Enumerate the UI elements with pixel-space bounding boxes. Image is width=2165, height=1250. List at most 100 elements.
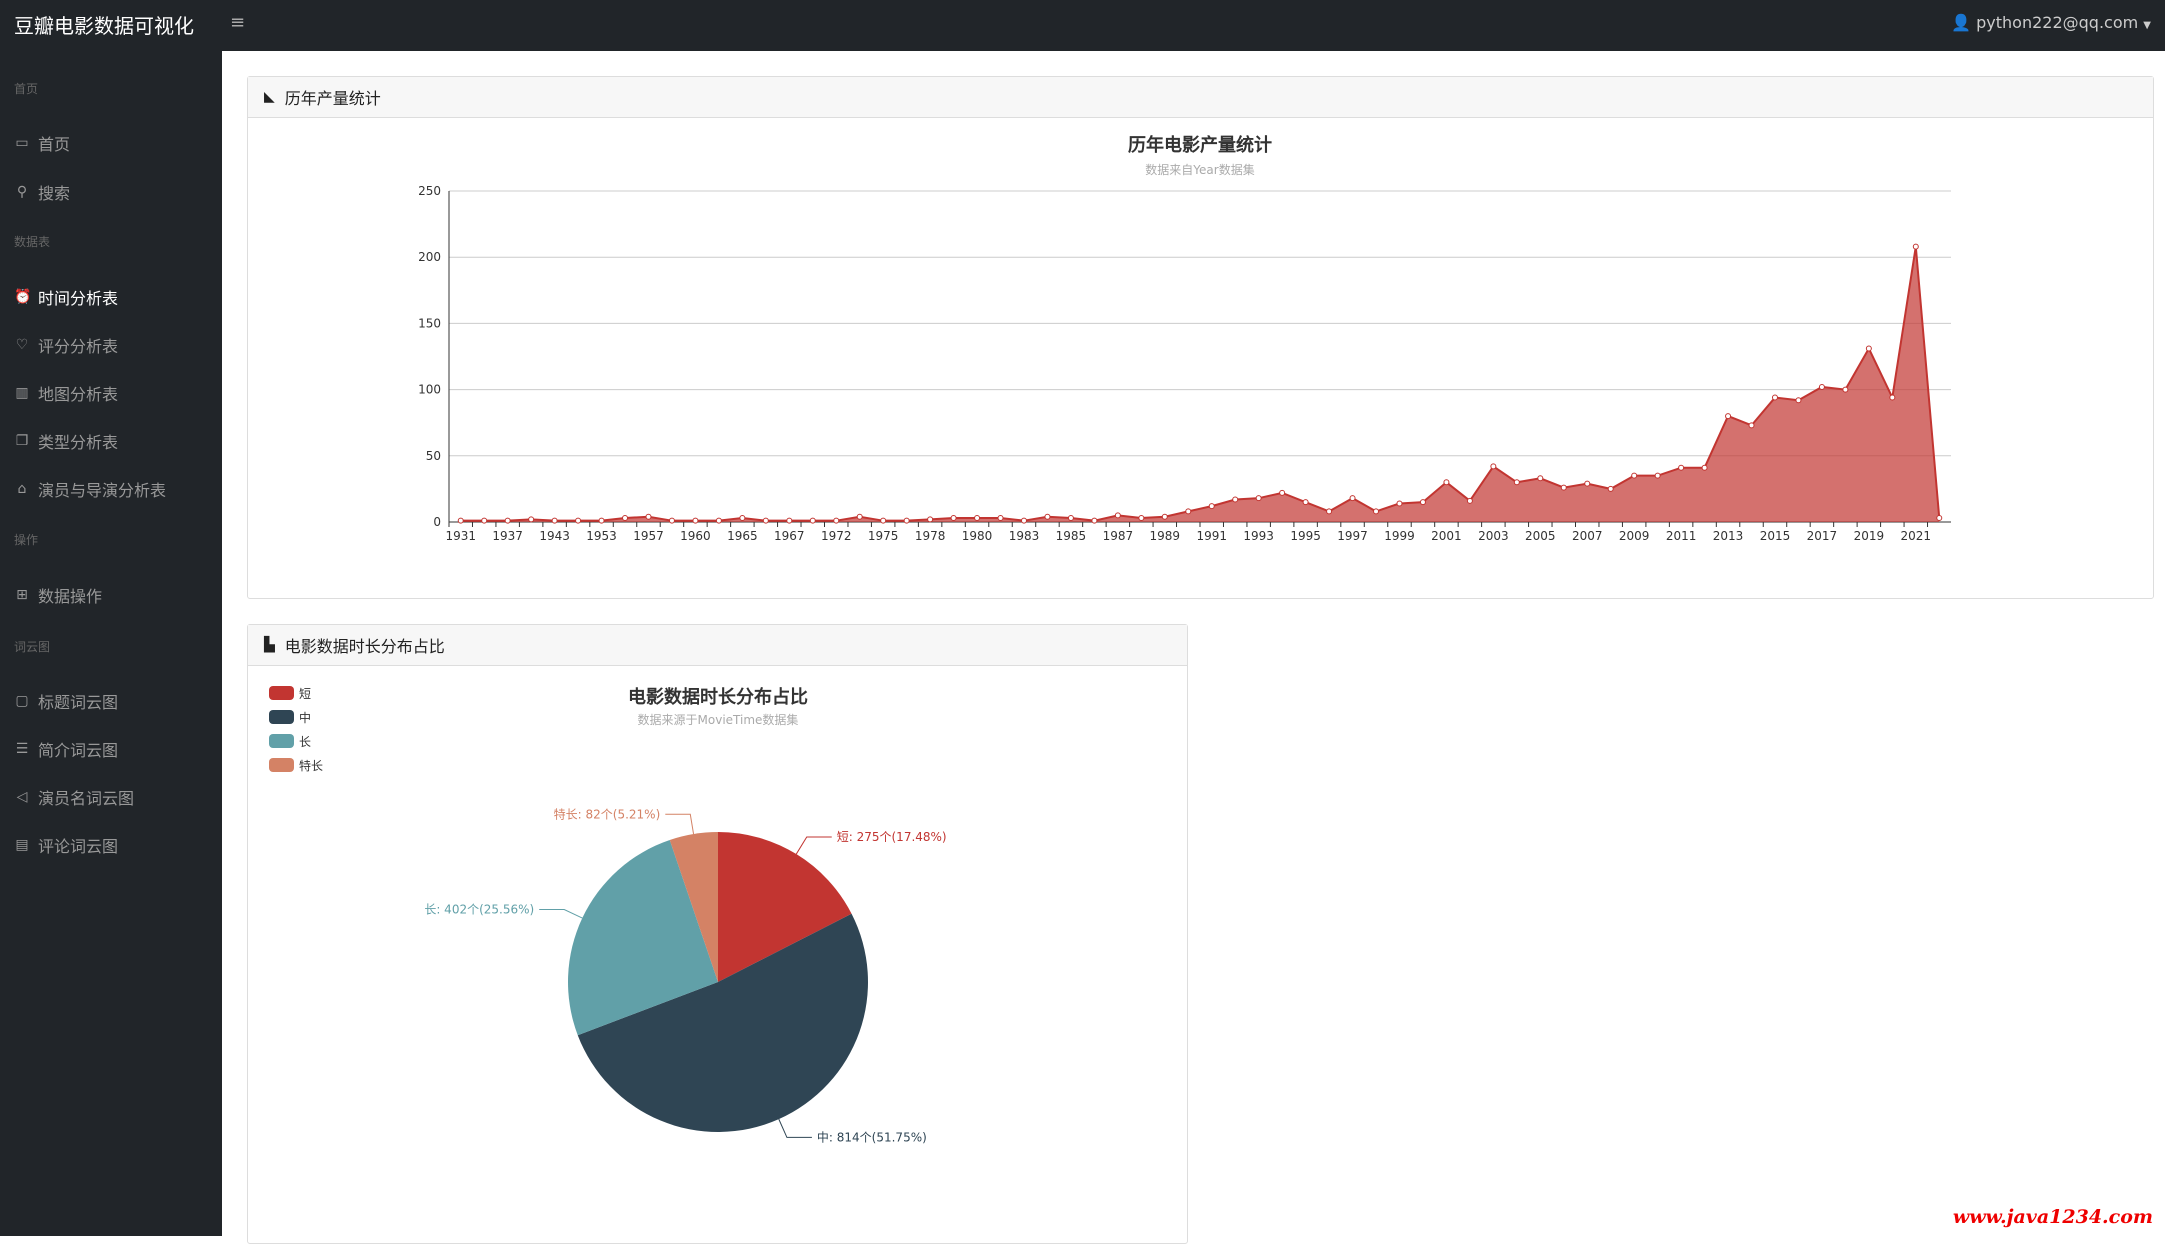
area-fill (460, 246, 1940, 522)
x-tick-label: 1931 (445, 529, 476, 543)
sidebar-item[interactable]: ▢ 标题词云图 (14, 689, 214, 713)
data-point (1114, 512, 1121, 519)
data-point (1912, 243, 1919, 250)
sidebar-item[interactable]: ▥ 地图分析表 (14, 381, 214, 405)
x-tick-label: 1943 (539, 529, 570, 543)
data-point (1396, 500, 1403, 507)
x-tick-label: 1989 (1150, 529, 1181, 543)
data-point (1889, 394, 1896, 401)
x-tick-label: 1999 (1384, 529, 1415, 543)
chart-subtitle: 数据来自Year数据集 (1145, 162, 1254, 177)
sidebar-toggle-icon[interactable]: ≡ (230, 12, 246, 33)
x-tick-label: 2009 (1619, 529, 1650, 543)
brand-title[interactable]: 豆瓣电影数据可视化 (14, 14, 194, 38)
data-point (739, 515, 746, 522)
data-point (1607, 485, 1614, 492)
data-point (1044, 513, 1051, 520)
sidebar-item-label: 搜索 (38, 184, 71, 203)
sidebar-item-label: 标题词云图 (38, 693, 119, 712)
slice-label: 短: 275个(17.48%) (837, 830, 947, 844)
slice-label: 中: 814个(51.75%) (817, 1129, 927, 1144)
sidebar-item-label: 数据操作 (38, 587, 103, 606)
legend-swatch (269, 686, 294, 700)
x-tick-label: 1953 (586, 529, 617, 543)
data-point (551, 517, 558, 524)
data-point (1584, 480, 1591, 487)
sidebar-item[interactable]: ⏰ 时间分析表 (14, 285, 214, 309)
data-point (1279, 489, 1286, 496)
data-point (1748, 422, 1755, 429)
yearly-production-card: ◣ 历年产量统计 历年电影产量统计 数据来自Year数据集 0 50 100 150 200 2… (247, 76, 2154, 599)
data-point (1654, 472, 1661, 479)
x-tick-label: 1967 (774, 529, 805, 543)
sidebar-item[interactable]: ▤ 评论词云图 (14, 833, 214, 857)
y-tick-label: 150 (418, 316, 441, 330)
data-point (1865, 345, 1872, 352)
pie-slice (577, 913, 868, 1132)
list-icon: ▤ (15, 837, 29, 853)
chat-icon: ▢ (15, 693, 29, 709)
x-tick-label: 1957 (633, 529, 664, 543)
area-chart-icon: ◣ (264, 89, 275, 105)
card-title: 电影数据时长分布占比 (284, 637, 445, 656)
sidebar-item[interactable]: ❐ 类型分析表 (14, 429, 214, 453)
map-icon: ▥ (15, 385, 29, 401)
data-point (880, 517, 887, 524)
data-point (1138, 515, 1145, 522)
x-tick-label: 1978 (915, 529, 946, 543)
label-line (539, 909, 583, 919)
chart-title: 电影数据时长分布占比 (628, 686, 808, 708)
data-point (856, 513, 863, 520)
legend-swatch (269, 734, 294, 748)
duration-distribution-card: ▙ 电影数据时长分布占比 电影数据时长分布占比 数据来源于MovieTime数据集短… (247, 624, 1188, 1244)
sidebar-item[interactable]: ◁ 演员名词云图 (14, 785, 214, 809)
sidebar-item[interactable]: ▭ 首页 (14, 131, 214, 155)
data-point (1490, 463, 1497, 470)
user-email: python222@qq.com (1976, 13, 2139, 32)
heart-icon: ♡ (15, 337, 29, 353)
x-tick-label: 2005 (1525, 529, 1556, 543)
user-icon: 👤 (1951, 13, 1972, 32)
legend-swatch (269, 758, 294, 772)
label-line (778, 1118, 812, 1138)
y-tick-label: 200 (418, 250, 441, 264)
data-point (457, 517, 464, 524)
data-point (481, 517, 488, 524)
y-tick-label: 250 (418, 184, 441, 198)
send-icon: ◁ (16, 789, 28, 805)
data-point (1725, 413, 1732, 420)
user-menu[interactable]: 👤 python222@qq.com ▼ (1951, 13, 2151, 32)
legend-label: 中 (299, 710, 311, 725)
x-tick-label: 2011 (1666, 529, 1697, 543)
label-line (665, 813, 695, 835)
sidebar-item[interactable]: ☰ 简介词云图 (14, 737, 214, 761)
x-tick-label: 1937 (492, 529, 523, 543)
x-tick-label: 1993 (1243, 529, 1274, 543)
search-icon: ⚲ (16, 184, 28, 200)
slice-label: 特长: 82个(5.21%) (554, 806, 661, 821)
sidebar-item[interactable]: ⌂ 演员与导演分析表 (14, 477, 214, 501)
sidebar-item-label: 评分分析表 (38, 337, 119, 356)
sidebar-item[interactable]: ⊞ 数据操作 (14, 583, 214, 607)
data-point (1232, 496, 1239, 503)
x-tick-label: 2001 (1431, 529, 1462, 543)
data-point (504, 517, 511, 524)
legend-label: 短 (299, 687, 311, 701)
bank-icon: ⌂ (17, 481, 27, 497)
data-point (786, 517, 793, 524)
sidebar-item[interactable]: ⚲ 搜索 (14, 180, 214, 204)
data-point (903, 517, 910, 524)
data-point (1020, 517, 1027, 524)
x-tick-label: 1995 (1290, 529, 1321, 543)
watermark: www.java1234.com (1952, 1206, 2153, 1228)
legend-label: 长 (299, 735, 311, 749)
sidebar-item-label: 首页 (38, 135, 71, 154)
data-point (809, 517, 816, 524)
x-tick-label: 2013 (1713, 529, 1744, 543)
sidebar-item[interactable]: ♡ 评分分析表 (14, 333, 214, 357)
series-line (460, 246, 1941, 522)
pie-slice (568, 839, 718, 1036)
data-point (1349, 495, 1356, 502)
data-point (1631, 472, 1638, 479)
